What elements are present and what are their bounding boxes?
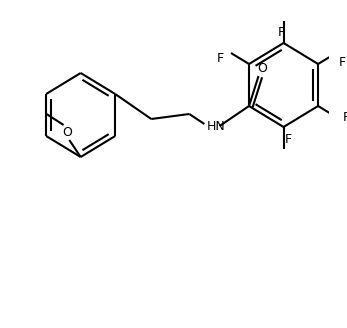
Text: F: F [278, 26, 285, 38]
Text: F: F [343, 112, 347, 125]
Text: F: F [217, 52, 224, 66]
Text: HN: HN [206, 119, 225, 133]
Text: F: F [285, 133, 292, 147]
Text: O: O [257, 62, 267, 74]
Text: O: O [62, 126, 72, 138]
Text: F: F [339, 56, 346, 70]
